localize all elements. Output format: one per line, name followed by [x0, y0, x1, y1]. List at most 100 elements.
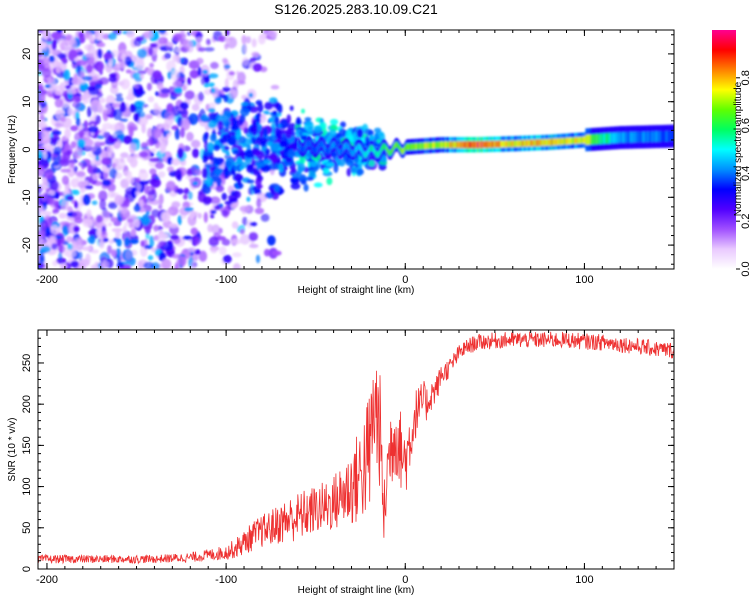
noise-blob: [52, 34, 63, 40]
bottom-ytick-label: 50: [21, 522, 33, 534]
transition-blob: [279, 140, 288, 148]
noise-blob: [158, 240, 167, 247]
ridge-core: [372, 145, 374, 152]
ridge-core: [571, 137, 574, 145]
noise-blob: [248, 232, 258, 242]
noise-blob: [174, 87, 183, 94]
ridge-core: [393, 144, 395, 150]
noise-blob: [96, 134, 105, 140]
transition-blob: [222, 110, 232, 121]
transition-blob: [358, 164, 363, 169]
noise-blob: [51, 78, 56, 90]
noise-blob: [154, 105, 162, 115]
ridge-core: [348, 146, 350, 152]
ridge-core: [540, 139, 542, 147]
noise-blob: [105, 94, 116, 106]
ridge-core: [511, 140, 513, 148]
noise-blob: [96, 92, 103, 99]
noise-blob: [200, 74, 206, 86]
ridge-core: [467, 141, 469, 149]
ridge-core: [525, 139, 527, 147]
ridge-core: [429, 142, 431, 149]
transition-blob: [298, 130, 303, 137]
ridge-core: [631, 132, 633, 143]
ridge-core: [528, 139, 531, 147]
ridge-core: [398, 143, 400, 150]
ridge-core: [526, 139, 528, 147]
ridge-core: [531, 139, 533, 147]
noise-blob: [99, 97, 106, 104]
noise-blob: [122, 225, 127, 233]
ridge-core: [432, 141, 434, 149]
ridge-core: [352, 150, 354, 157]
ridge-core: [330, 143, 333, 150]
transition-blob: [373, 132, 380, 141]
noise-blob: [129, 142, 136, 154]
transition-blob: [213, 144, 220, 151]
noise-blob: [158, 203, 163, 210]
transition-blob: [291, 167, 297, 174]
noise-blob: [90, 145, 96, 153]
noise-blob: [77, 262, 86, 269]
noise-blob: [251, 51, 260, 58]
noise-blob: [139, 199, 144, 208]
ridge-core: [439, 141, 441, 149]
noise-blob: [143, 261, 154, 269]
ridge-core: [488, 141, 490, 148]
ridge-core: [410, 143, 412, 151]
noise-blob: [108, 239, 114, 245]
noise-blob: [120, 158, 124, 163]
noise-blob: [86, 85, 96, 92]
ridge-core: [425, 142, 428, 150]
ridge-core: [654, 131, 656, 142]
ridge-core: [671, 131, 673, 142]
noise-blob: [110, 49, 120, 58]
ridge-core: [365, 151, 368, 158]
noise-blob: [171, 105, 182, 117]
noise-blob: [191, 261, 196, 269]
transition-blob: [200, 114, 210, 122]
ridge-core: [539, 139, 541, 147]
noise-blob: [40, 182, 50, 191]
ridge-core: [377, 151, 379, 158]
ridge-core: [587, 134, 589, 145]
noise-blob: [75, 170, 87, 181]
ridge-core: [644, 131, 646, 142]
ridge-core: [607, 133, 609, 144]
noise-blob: [121, 53, 126, 60]
noise-blob: [104, 103, 112, 115]
top-ytick-label: 10: [21, 96, 33, 108]
noise-blob: [171, 69, 180, 82]
ridge-core: [392, 145, 394, 152]
ridge-core: [458, 141, 460, 149]
transition-blob: [255, 113, 261, 120]
noise-blob: [126, 155, 134, 163]
transition-blob: [212, 177, 218, 183]
noise-blob: [196, 36, 203, 43]
noise-blob: [211, 224, 221, 235]
noise-blob: [84, 53, 94, 58]
ridge-core: [360, 145, 362, 152]
transition-blob: [210, 209, 217, 215]
noise-blob: [134, 100, 145, 106]
ridge-core: [550, 138, 552, 146]
noise-blob: [149, 235, 155, 248]
ridge-core: [625, 132, 627, 143]
transition-blob: [240, 102, 249, 107]
ridge-core: [479, 141, 481, 149]
noise-blob: [112, 158, 119, 167]
ridge-core: [504, 140, 506, 148]
ridge-core: [562, 137, 565, 145]
noise-blob: [119, 118, 128, 123]
transition-blob: [248, 126, 254, 133]
ridge-core: [554, 138, 557, 146]
bottom-ytick-label: 200: [21, 395, 33, 413]
ridge-core: [336, 145, 338, 152]
noise-blob: [224, 36, 231, 44]
ridge-core: [338, 148, 340, 155]
ridge-core: [347, 143, 349, 149]
noise-blob: [129, 103, 137, 113]
noise-blob: [219, 246, 227, 256]
noise-blob: [145, 115, 152, 120]
ridge-core: [365, 152, 367, 158]
